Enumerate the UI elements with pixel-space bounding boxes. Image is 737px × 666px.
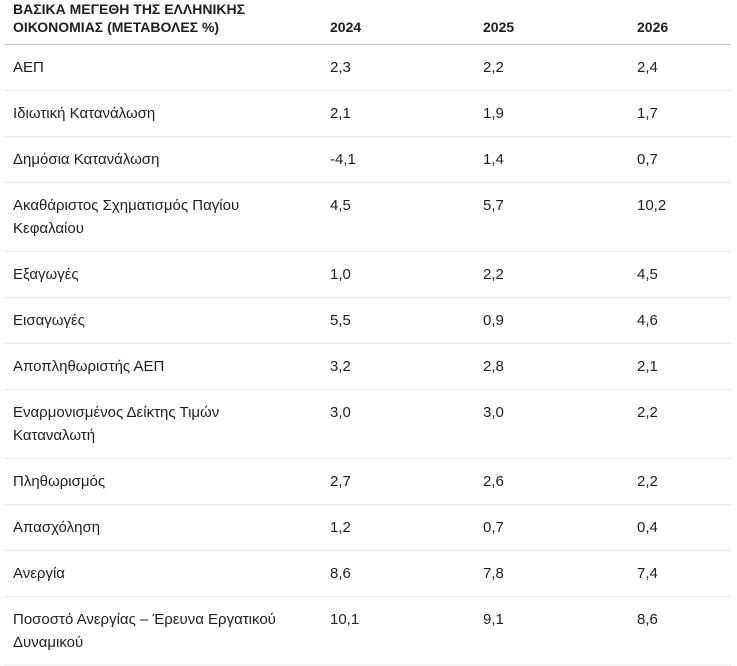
table-title-cell: ΒΑΣΙΚΑ ΜΕΓΕΘΗ ΤΗΣ ΕΛΛΗΝΙΚΗΣ ΟΙΚΟΝΟΜΙΑΣ (…: [4, 0, 330, 45]
row-label: Ανεργία: [13, 565, 65, 582]
economy-table: ΒΑΣΙΚΑ ΜΕΓΕΘΗ ΤΗΣ ΕΛΛΗΝΙΚΗΣ ΟΙΚΟΝΟΜΙΑΣ (…: [4, 0, 731, 666]
table-row: Ιδιωτική Κατανάλωση 2,1 1,9 1,7: [4, 90, 731, 137]
cell-value: 10,1: [330, 596, 483, 666]
cell-value: 9,1: [483, 596, 637, 666]
cell-value: 2,1: [637, 343, 731, 390]
cell-value: 4,5: [330, 182, 483, 252]
column-header-2026: 2026: [637, 0, 731, 45]
table-header: ΒΑΣΙΚΑ ΜΕΓΕΘΗ ΤΗΣ ΕΛΛΗΝΙΚΗΣ ΟΙΚΟΝΟΜΙΑΣ (…: [4, 0, 731, 45]
cell-value: 3,0: [330, 389, 483, 459]
row-label-cell: Εναρμονισμένος Δείκτης Τιμών Καταναλωτή: [4, 389, 330, 459]
row-label: Εναρμονισμένος Δείκτης Τιμών Καταναλωτή: [13, 404, 220, 444]
table-row: Πληθωρισμός 2,7 2,6 2,2: [4, 458, 731, 505]
cell-value: 10,2: [637, 182, 731, 252]
table-row: Ακαθάριστος Σχηματισμός Παγίου Κεφαλαίου…: [4, 182, 731, 252]
cell-value: 7,8: [483, 550, 637, 597]
row-label-cell: Εξαγωγές: [4, 251, 330, 298]
cell-value: 0,7: [483, 504, 637, 551]
cell-value: 5,5: [330, 297, 483, 344]
cell-value: 1,0: [330, 251, 483, 298]
cell-value: 2,2: [637, 458, 731, 505]
cell-value: 2,7: [330, 458, 483, 505]
cell-value: 2,4: [637, 44, 731, 91]
row-label: ΑΕΠ: [13, 59, 44, 76]
row-label: Πληθωρισμός: [13, 473, 106, 490]
table-row: Δημόσια Κατανάλωση -4,1 1,4 0,7: [4, 136, 731, 183]
header-row: ΒΑΣΙΚΑ ΜΕΓΕΘΗ ΤΗΣ ΕΛΛΗΝΙΚΗΣ ΟΙΚΟΝΟΜΙΑΣ (…: [4, 0, 731, 45]
cell-value: 2,2: [637, 389, 731, 459]
table-row: Εισαγωγές 5,5 0,9 4,6: [4, 297, 731, 344]
row-label: Απασχόληση: [13, 519, 101, 536]
row-label-cell: Ανεργία: [4, 550, 330, 597]
cell-value: 3,0: [483, 389, 637, 459]
cell-value: 8,6: [637, 596, 731, 666]
row-label: Ποσοστό Ανεργίας – Έρευνα Εργατικού Δυνα…: [13, 611, 276, 651]
cell-value: 7,4: [637, 550, 731, 597]
row-label-cell: Πληθωρισμός: [4, 458, 330, 505]
table-row: Αποπληθωριστής ΑΕΠ 3,2 2,8 2,1: [4, 343, 731, 390]
row-label-cell: Αποπληθωριστής ΑΕΠ: [4, 343, 330, 390]
table-row: Εξαγωγές 1,0 2,2 4,5: [4, 251, 731, 298]
row-label-cell: Ποσοστό Ανεργίας – Έρευνα Εργατικού Δυνα…: [4, 596, 330, 666]
cell-value: -4,1: [330, 136, 483, 183]
cell-value: 2,8: [483, 343, 637, 390]
table-body: ΑΕΠ 2,3 2,2 2,4 Ιδιωτική Κατανάλωση 2,1 …: [4, 44, 731, 666]
row-label: Αποπληθωριστής ΑΕΠ: [13, 358, 165, 375]
table-row: Εναρμονισμένος Δείκτης Τιμών Καταναλωτή …: [4, 389, 731, 459]
cell-value: 1,4: [483, 136, 637, 183]
row-label-cell: ΑΕΠ: [4, 44, 330, 91]
table-row: ΑΕΠ 2,3 2,2 2,4: [4, 44, 731, 91]
table-row: Απασχόληση 1,2 0,7 0,4: [4, 504, 731, 551]
column-header-2025: 2025: [483, 0, 637, 45]
row-label: Ιδιωτική Κατανάλωση: [13, 105, 156, 122]
row-label-cell: Δημόσια Κατανάλωση: [4, 136, 330, 183]
cell-value: 2,2: [483, 251, 637, 298]
row-label-cell: Ακαθάριστος Σχηματισμός Παγίου Κεφαλαίου: [4, 182, 330, 252]
cell-value: 4,6: [637, 297, 731, 344]
table-row: Ανεργία 8,6 7,8 7,4: [4, 550, 731, 597]
cell-value: 0,7: [637, 136, 731, 183]
row-label-cell: Εισαγωγές: [4, 297, 330, 344]
row-label: Δημόσια Κατανάλωση: [13, 151, 160, 168]
page-title: ΒΑΣΙΚΑ ΜΕΓΕΘΗ ΤΗΣ ΕΛΛΗΝΙΚΗΣ ΟΙΚΟΝΟΜΙΑΣ (…: [13, 1, 245, 35]
cell-value: 8,6: [330, 550, 483, 597]
cell-value: 0,9: [483, 297, 637, 344]
cell-value: 2,2: [483, 44, 637, 91]
cell-value: 0,4: [637, 504, 731, 551]
row-label: Εξαγωγές: [13, 266, 79, 283]
row-label: Ακαθάριστος Σχηματισμός Παγίου Κεφαλαίου: [13, 197, 240, 237]
row-label: Εισαγωγές: [13, 312, 85, 329]
cell-value: 4,5: [637, 251, 731, 298]
cell-value: 2,3: [330, 44, 483, 91]
cell-value: 2,1: [330, 90, 483, 137]
row-label-cell: Ιδιωτική Κατανάλωση: [4, 90, 330, 137]
cell-value: 3,2: [330, 343, 483, 390]
cell-value: 2,6: [483, 458, 637, 505]
cell-value: 1,7: [637, 90, 731, 137]
column-header-2024: 2024: [330, 0, 483, 45]
table-row: Ποσοστό Ανεργίας – Έρευνα Εργατικού Δυνα…: [4, 596, 731, 666]
cell-value: 5,7: [483, 182, 637, 252]
cell-value: 1,9: [483, 90, 637, 137]
cell-value: 1,2: [330, 504, 483, 551]
row-label-cell: Απασχόληση: [4, 504, 330, 551]
